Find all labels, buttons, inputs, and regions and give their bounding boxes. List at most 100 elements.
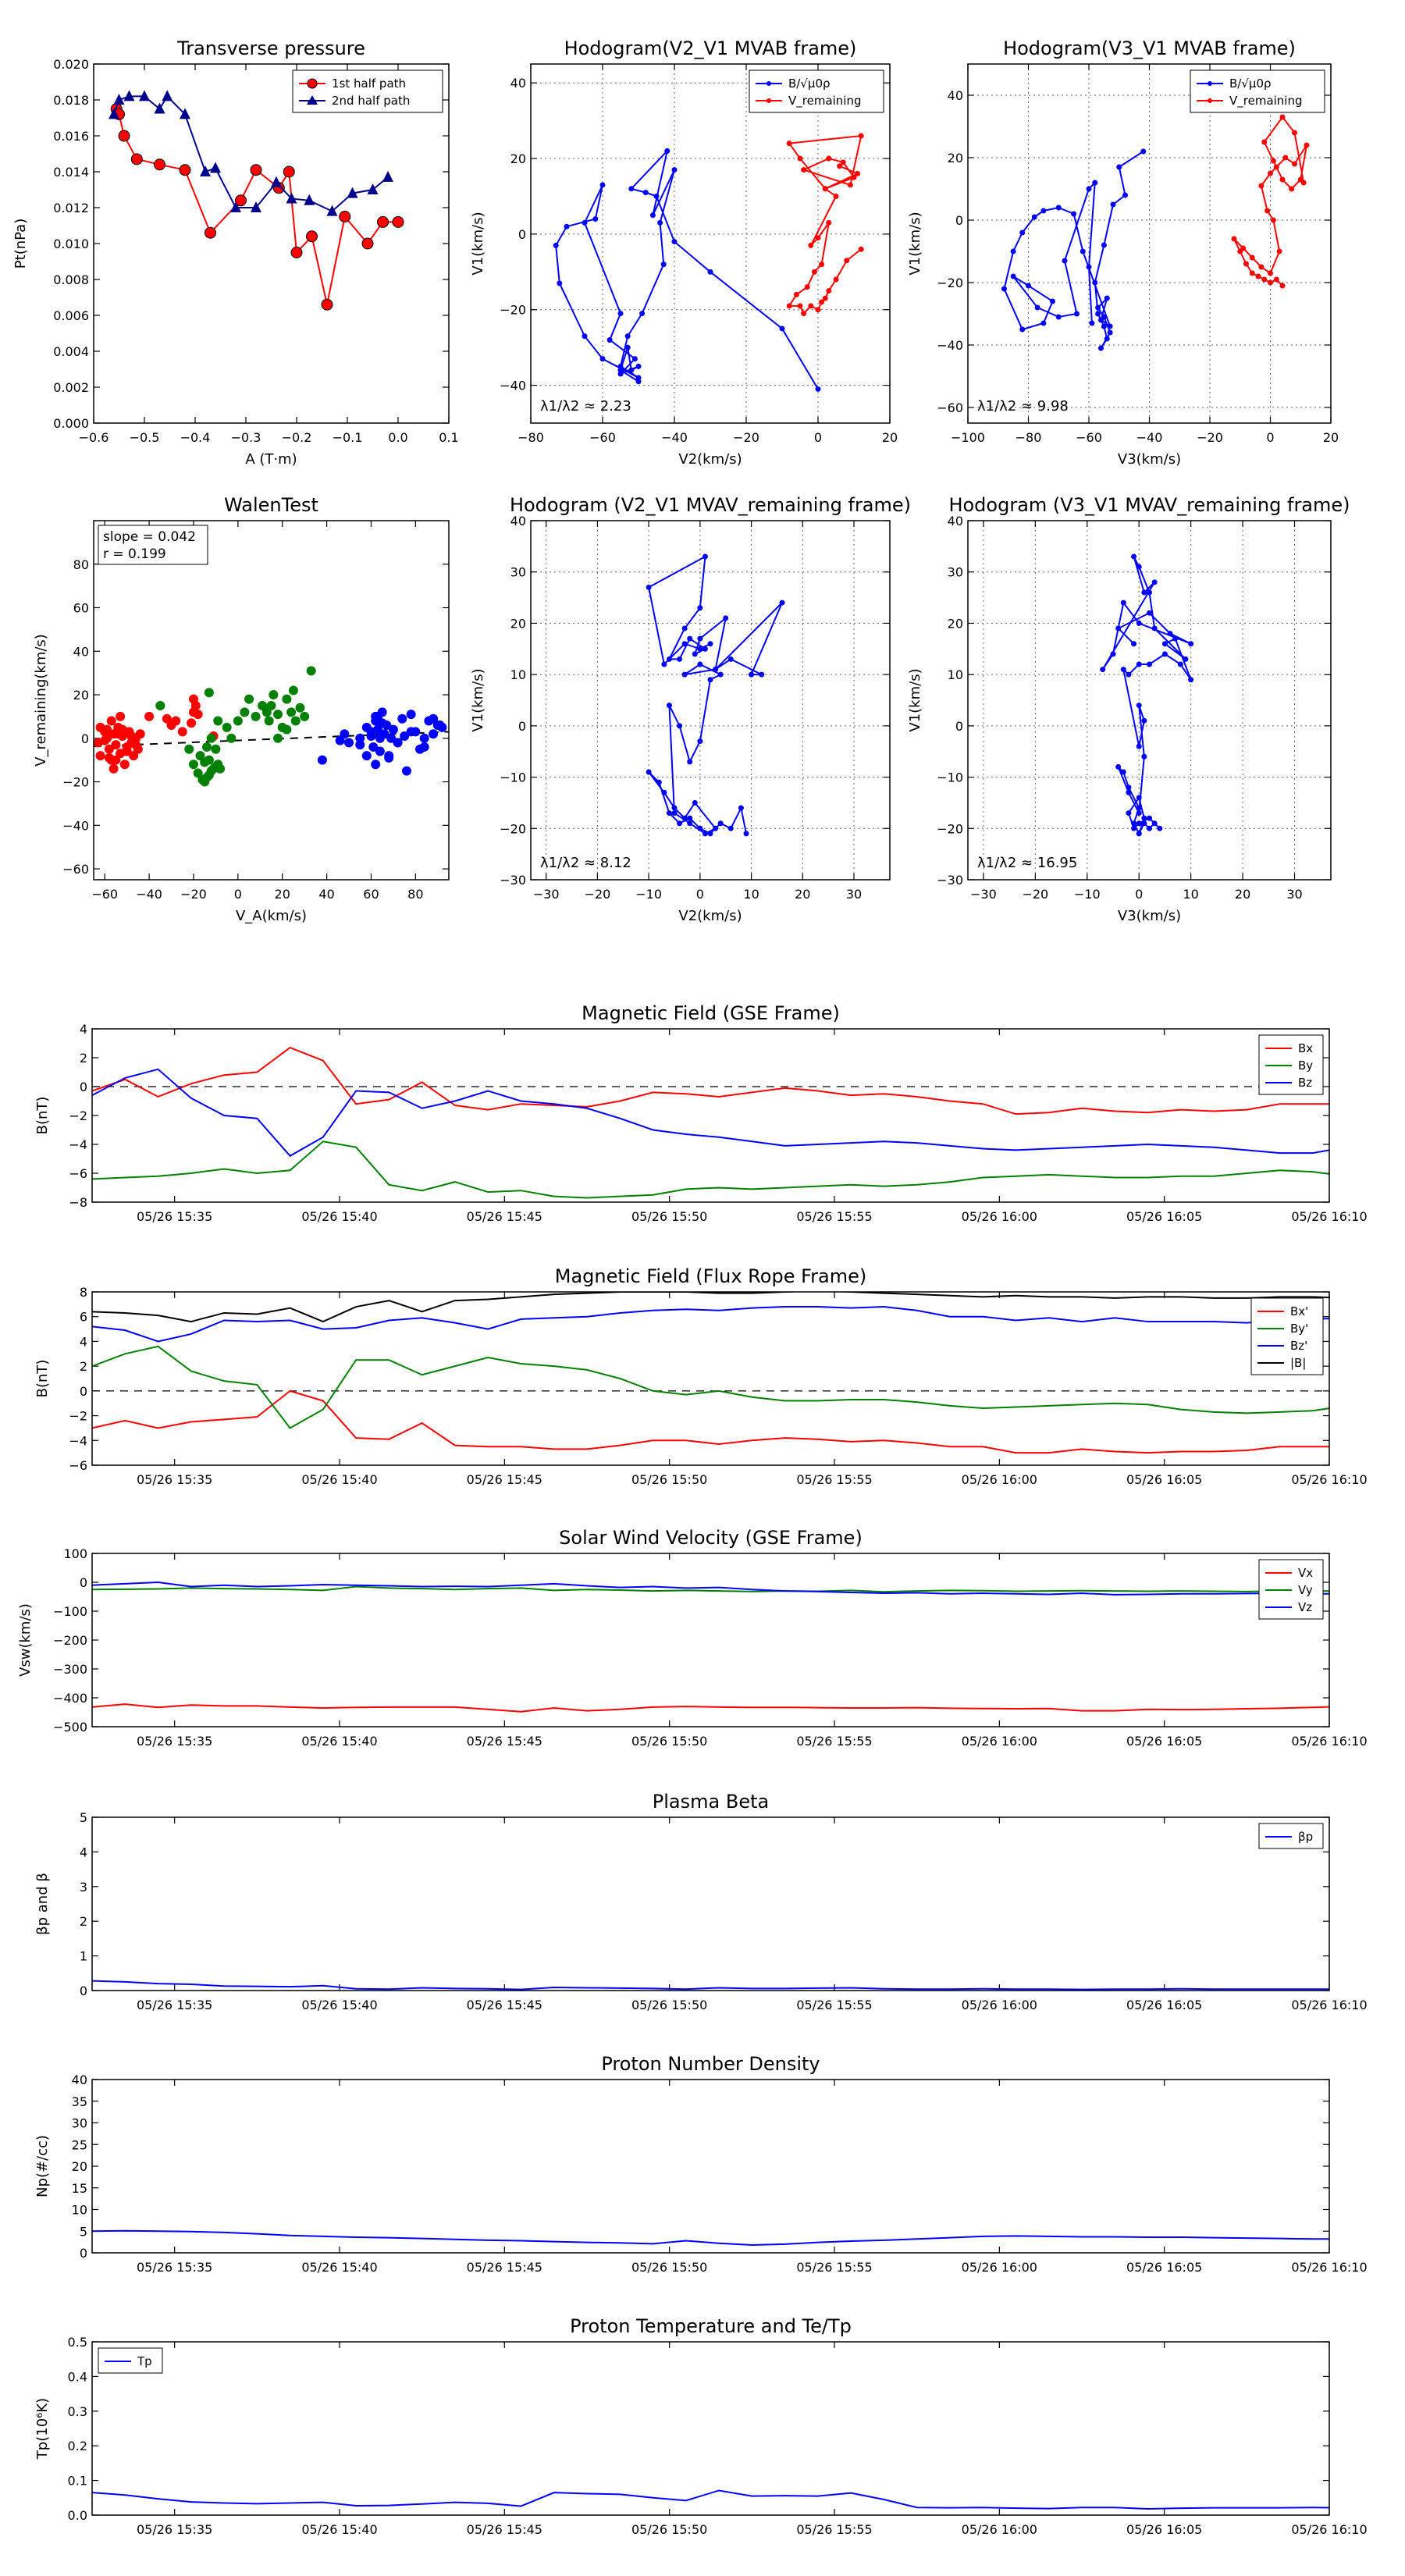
data-point [707,269,713,275]
x-tick-label: 05/26 15:40 [301,1998,377,2012]
y-tick-label: −400 [53,1691,87,1706]
data-point [858,133,864,139]
data-point [833,276,839,283]
data-point [677,820,683,827]
annotation: λ1/λ2 ≈ 16.95 [977,855,1077,871]
y-axis-label: B(nT) [34,1097,51,1135]
axes-frame [93,63,450,424]
y-tick-label: −30 [937,873,963,888]
data-point [215,763,226,774]
data-point [251,201,261,212]
y-tick-label: 0 [80,1384,87,1399]
data-point [251,711,261,721]
y-tick-label: 0.008 [53,272,89,287]
data-point [666,703,672,709]
data-point [707,641,713,647]
data-point [300,711,310,721]
x-tick-label: 20 [882,430,898,445]
x-tick-label: 0 [814,430,822,445]
data-point [177,727,187,737]
data-point [786,303,792,309]
y-tick-label: 10 [72,2203,87,2218]
data-point [1136,564,1142,570]
data-point [187,718,197,728]
data-point [397,713,407,724]
data-point [406,727,416,737]
chart-title: Transverse pressure [176,37,365,59]
x-tick-label: 0.0 [388,430,407,445]
data-point [282,694,292,704]
data-point [406,710,416,720]
x-tick-label: 30 [1286,887,1302,902]
data-point [624,344,631,350]
y-tick-label: 0.020 [53,57,89,72]
y-tick-label: −20 [500,821,526,836]
series-b-0- [1001,148,1147,351]
data-point [1282,155,1289,161]
chart-title: Hodogram (V3_V1 MVAV_remaining frame) [948,494,1350,516]
y-tick-label: −10 [937,770,963,785]
data-point [1249,270,1255,276]
data-point [429,729,439,739]
chart-h3: Hodogram (V2_V1 MVAV_remaining frame) −30… [470,494,911,924]
data-point [1126,785,1132,791]
data-point [347,187,358,198]
data-point [1101,242,1107,248]
data-point [1161,641,1168,647]
y-tick-label: 40 [510,76,526,91]
data-point [1126,810,1132,817]
data-point [340,729,350,739]
data-point [1136,620,1142,626]
data-point [656,779,662,785]
x-tick-label: 05/26 16:10 [1291,1209,1367,1224]
x-tick-label: −30 [533,887,560,902]
data-point [1115,625,1122,632]
legend-label: Vx [1298,1566,1313,1580]
data-point [204,688,214,698]
y-tick-label: 6 [80,1310,87,1325]
data-point [375,746,385,756]
y-tick-label: 20 [72,2159,87,2174]
data-point [671,167,678,173]
x-tick-label: −0.2 [282,430,312,445]
data-point [1034,304,1040,311]
y-axis-label: V1(km/s) [907,668,923,731]
data-point [1258,264,1264,270]
legend-label: Vz [1298,1600,1312,1614]
legend-box [749,69,884,113]
series-line-bz [92,1306,1329,1343]
data-point [592,216,599,222]
y-tick-label: 0.5 [68,2335,87,2350]
axes-frame [530,63,891,424]
data-point [1055,205,1062,211]
x-tick-label: −10 [1074,887,1101,902]
data-point [631,356,638,362]
x-tick-label: 60 [363,887,379,902]
y-axis-label: Pt(nPa) [12,219,29,269]
data-point [193,710,203,720]
data-point [264,716,274,726]
data-point [624,333,631,340]
data-point [188,694,198,704]
chart-walen: WalenTest −60 −40 −20 0 20 40 60 80 −60 −40 −20 0 20 4… [33,494,450,924]
data-point [855,170,861,176]
y-tick-label: −60 [937,400,963,415]
legend-marker [1208,81,1212,86]
x-tick-label: −40 [1136,430,1163,445]
x-tick-label: 05/26 15:45 [467,1998,542,2012]
y-tick-label: 0.010 [53,237,89,251]
y-tick-label: 80 [73,557,89,572]
data-point [288,685,298,696]
x-tick-label: 05/26 16:10 [1291,1472,1367,1487]
x-tick-label: 05/26 15:35 [137,1734,212,1749]
data-point [230,201,241,212]
legend-marker [767,81,771,86]
data-point [1010,248,1016,254]
data-point [826,288,832,294]
series-v-remaining [786,133,864,317]
data-point [815,307,821,313]
data-point [815,386,821,392]
data-point [226,733,237,743]
data-point [833,193,839,199]
x-tick-label: −0.5 [130,430,160,445]
